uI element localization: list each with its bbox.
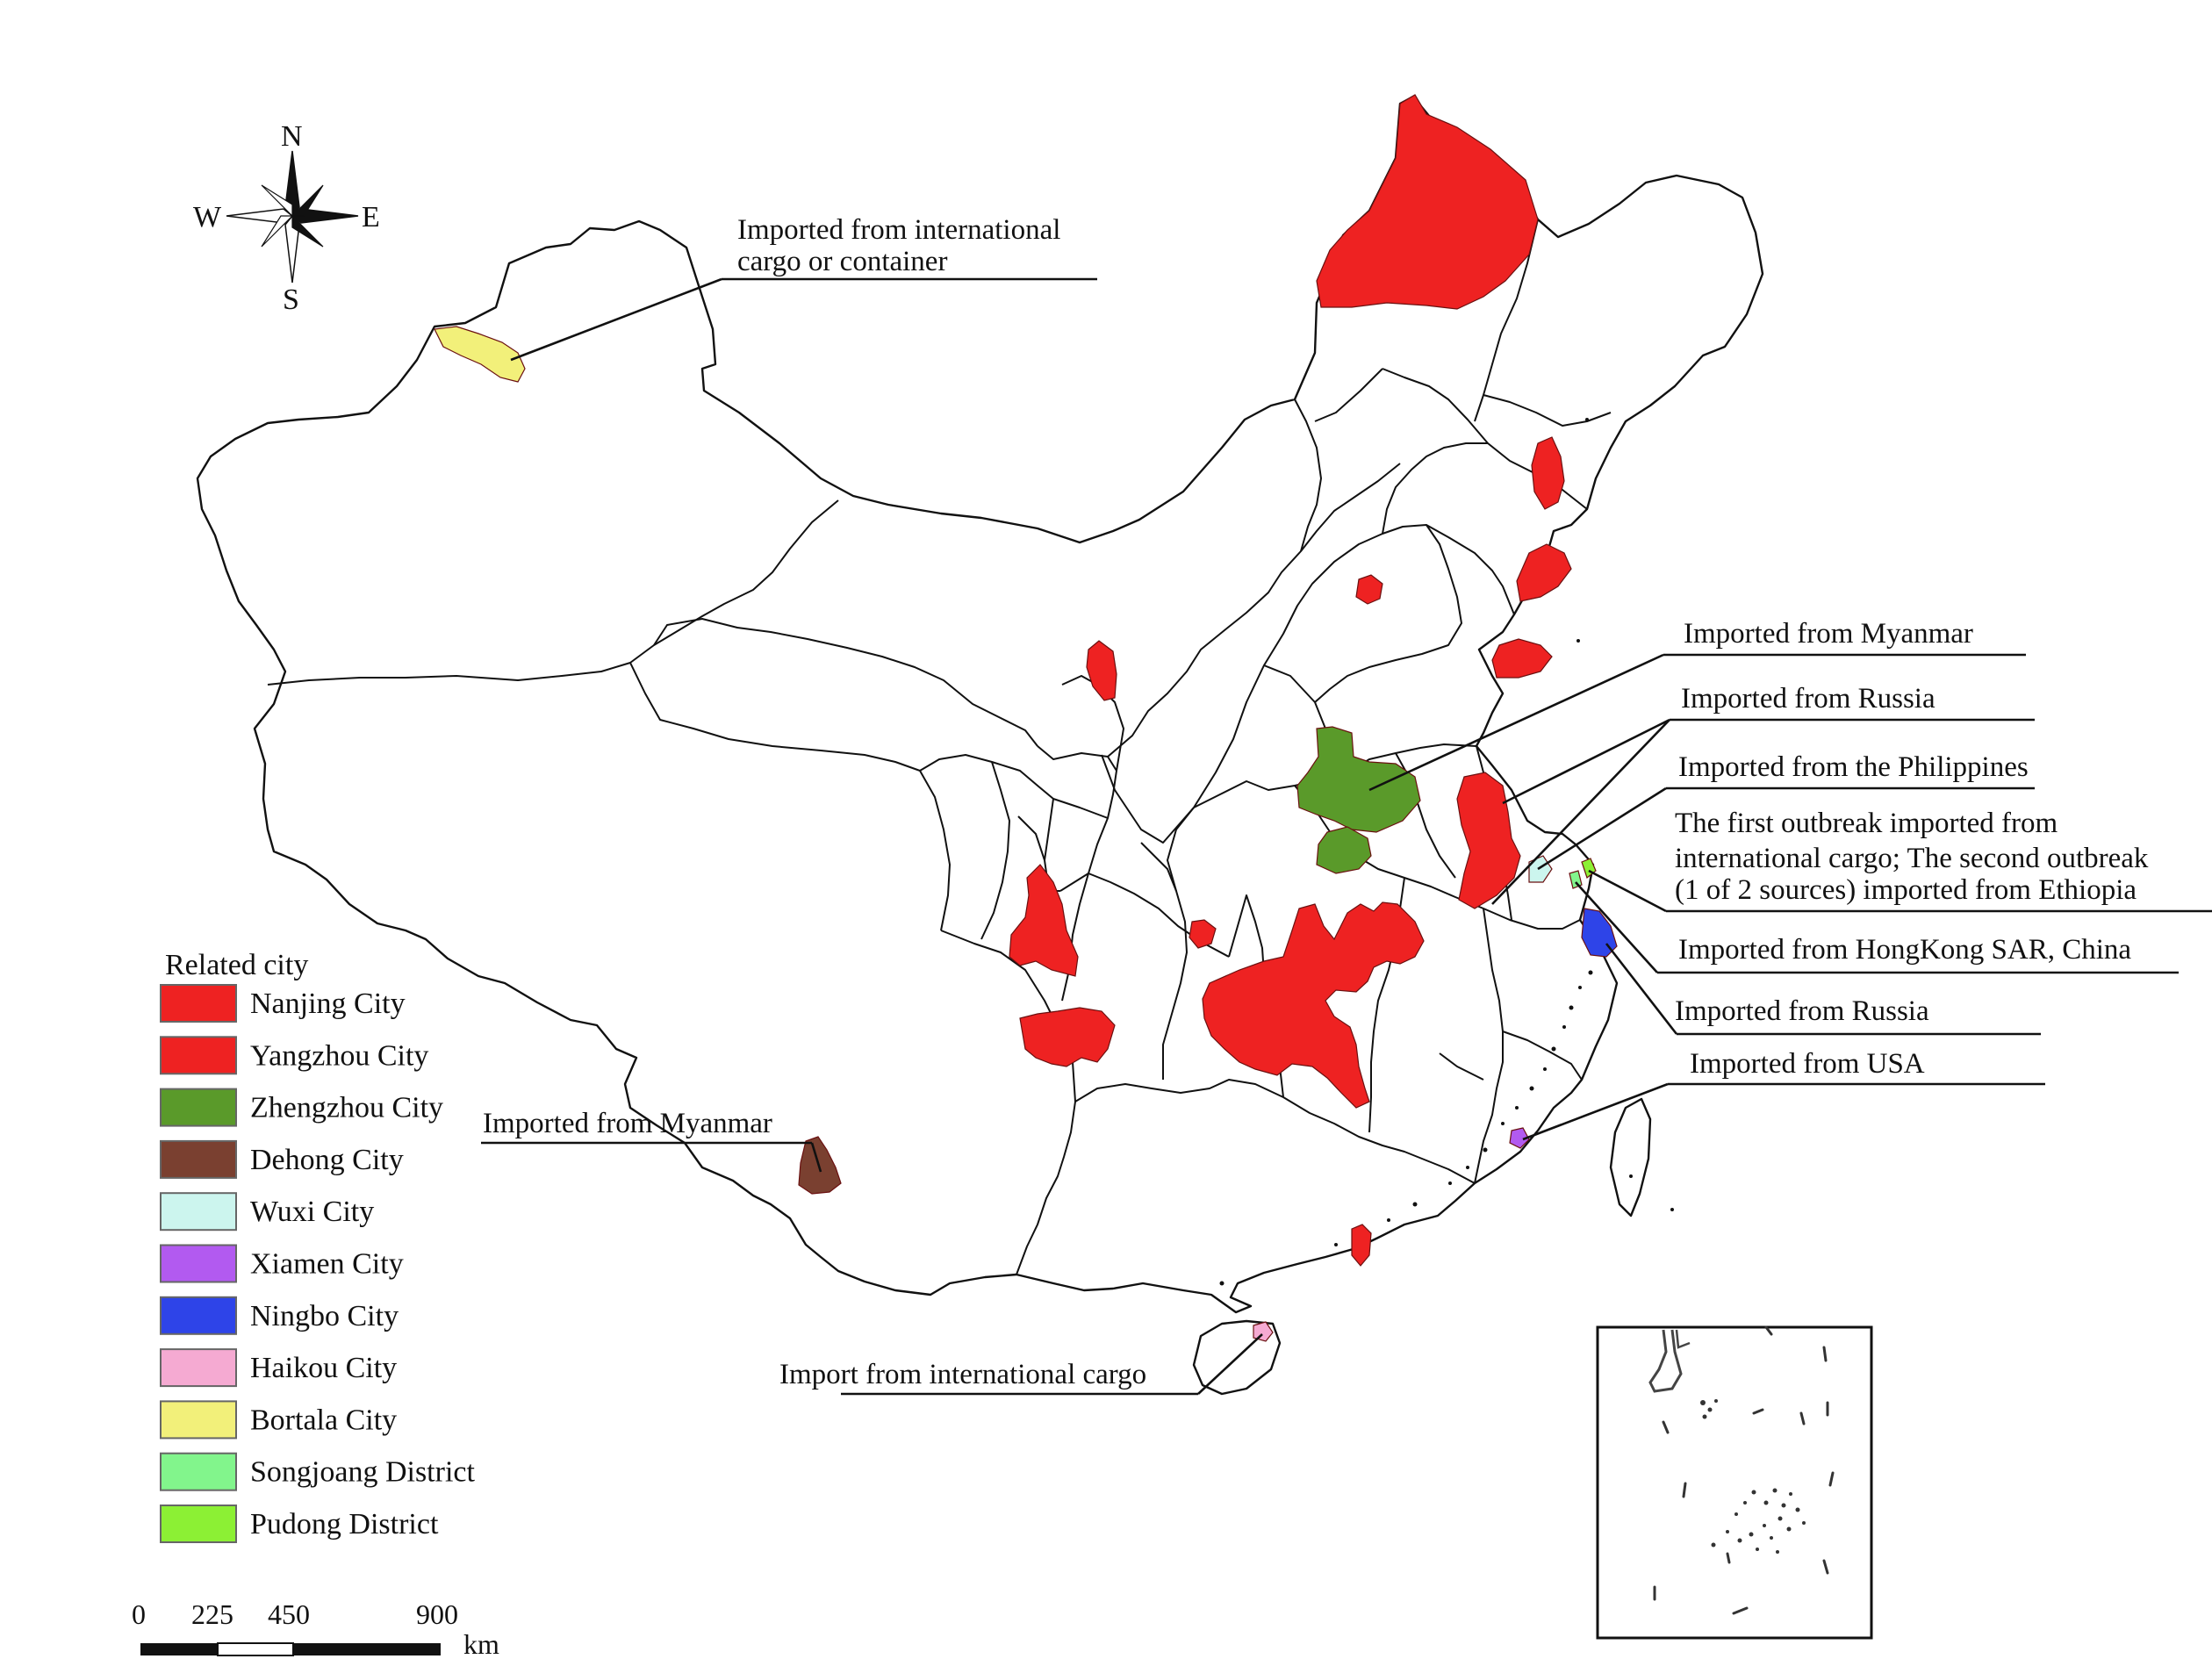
legend-swatch (160, 1036, 237, 1075)
region-hubei-small (1189, 919, 1217, 949)
annotation-yangzhou: Imported from the Philippines (1678, 751, 2029, 783)
legend-swatch (160, 1139, 237, 1179)
annotation-pudong-line2: international cargo; The second outbreak (1675, 843, 2149, 874)
region-zhengzhou-south (1316, 826, 1372, 874)
annotation-ningbo: Imported from Russia (1675, 995, 1929, 1027)
legend-label: Bortala City (250, 1404, 397, 1436)
compass-north-label: N (281, 120, 303, 153)
legend-label: Haikou City (250, 1352, 397, 1384)
legend-label: Dehong City (250, 1144, 404, 1176)
legend-label: Yangzhou City (250, 1039, 428, 1072)
annotation-pudong-line1: The first outbreak imported from (1675, 808, 2058, 839)
legend: Related city Nanjing City Yangzhou City Zh… (160, 949, 475, 1543)
legend-label: Ningbo City (250, 1300, 399, 1332)
leader-lines (481, 277, 2212, 1396)
scale-unit: km (463, 1628, 499, 1659)
region-bortala (434, 326, 526, 383)
region-nanjing (1456, 772, 1521, 909)
legend-label: Songjoang District (250, 1456, 475, 1489)
legend-label: Nanjing City (250, 988, 406, 1020)
annotation-songjiang: Imported from HongKong SAR, China (1678, 934, 2131, 966)
legend-swatch (160, 1088, 237, 1127)
compass-rose: N S W E (193, 120, 380, 316)
south-china-sea-inset (1596, 1325, 1873, 1640)
highlighted-regions (434, 94, 1618, 1342)
region-xiamen (1509, 1127, 1530, 1149)
legend-swatch (160, 984, 237, 1023)
scale-tick-450: 450 (268, 1598, 310, 1630)
coastal-islets (1219, 418, 1674, 1286)
legend-label: Wuxi City (250, 1196, 374, 1228)
legend-swatch (160, 1192, 237, 1232)
compass-south-label: S (283, 284, 299, 316)
region-ningxia (1086, 640, 1117, 701)
scale-tick-0: 0 (132, 1598, 146, 1630)
region-dalian (1491, 638, 1553, 679)
legend-swatch (160, 1244, 237, 1283)
legend-label: Pudong District (250, 1508, 439, 1540)
region-heilongjiang-north (1316, 94, 1539, 310)
annotation-bortala-line2: cargo or container (737, 246, 947, 277)
legend-label: Zhengzhou City (250, 1092, 443, 1124)
region-zhengzhou (1296, 726, 1421, 833)
region-jilin (1531, 436, 1565, 510)
compass-west-label: W (193, 201, 222, 233)
region-hunan-cluster (1202, 901, 1425, 1109)
region-chongqing (1019, 1007, 1116, 1067)
annotation-pudong-line3: (1 of 2 sources) imported from Ethiopia (1675, 874, 2137, 906)
region-liaoning (1516, 543, 1572, 602)
taiwan-island (1609, 1097, 1652, 1217)
legend-swatch (160, 1296, 237, 1335)
legend-swatch (160, 1452, 237, 1491)
scale-tick-225: 225 (191, 1598, 233, 1630)
annotation-xiamen: Imported from USA (1690, 1048, 1925, 1080)
annotation-zhengzhou: Imported from Myanmar (1684, 618, 1973, 650)
annotation-dehong: Imported from Myanmar (483, 1108, 772, 1139)
legend-label: Xiamen City (250, 1248, 404, 1281)
scale-tick-900: 900 (416, 1598, 458, 1630)
scale-bar: 0 225 450 900 km (132, 1598, 499, 1659)
region-guangdong-coast (1351, 1224, 1372, 1267)
legend-swatch (160, 1348, 237, 1388)
annotation-nanjing: Imported from Russia (1681, 683, 1936, 715)
region-beijing (1355, 574, 1383, 605)
legend-swatch (160, 1400, 237, 1440)
annotation-bortala-line1: Imported from international (737, 214, 1060, 246)
region-sichuan-north (1009, 864, 1079, 977)
annotations: Imported from international cargo or con… (483, 214, 2149, 1390)
legend-swatch (160, 1505, 237, 1543)
compass-east-label: E (362, 201, 380, 233)
annotation-haikou: Import from international cargo (779, 1359, 1146, 1390)
legend-title: Related city (165, 949, 308, 981)
